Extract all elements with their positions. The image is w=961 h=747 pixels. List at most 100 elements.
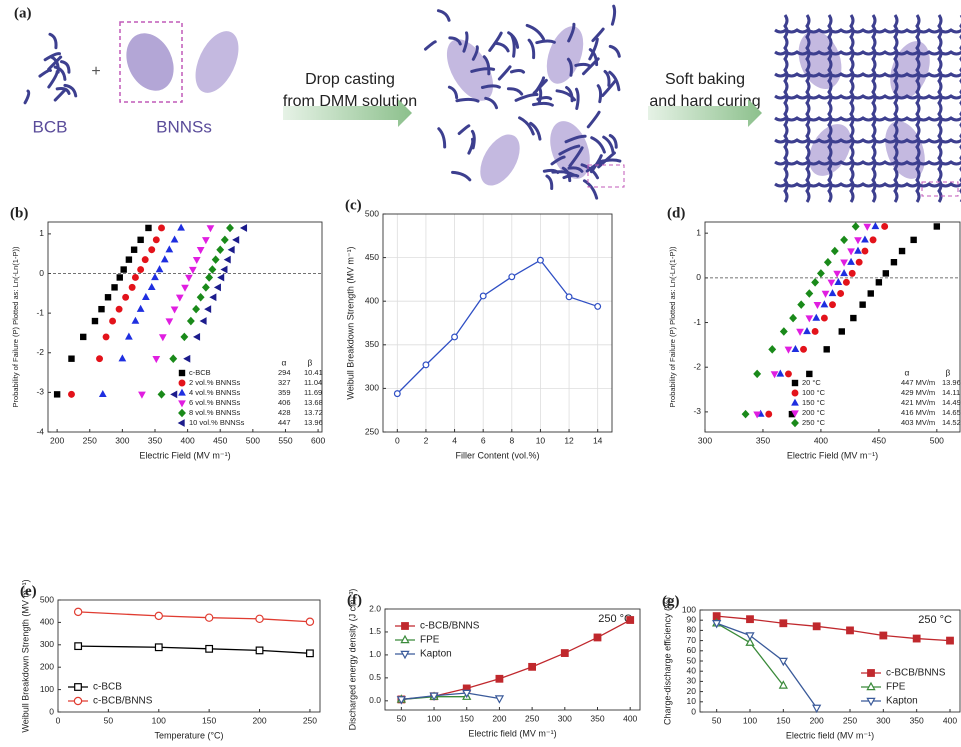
data-point (211, 294, 216, 300)
data-point (822, 302, 828, 307)
x-tick-label: 14 (593, 435, 603, 445)
nanosheet (883, 36, 937, 105)
legend-label: 8 vol.% BNNSs (189, 408, 241, 417)
legend-marker (179, 380, 185, 386)
data-point (186, 275, 192, 280)
x-tick-label: 6 (481, 435, 486, 445)
plus-sign: + (91, 63, 100, 80)
data-point (75, 643, 82, 650)
schematic: (a) + BCB BNNSs Drop casting from DMM so… (14, 5, 961, 202)
data-point (812, 279, 818, 286)
y-tick-label: 350 (365, 339, 379, 349)
legend-label: c-BCB/BNNS (886, 668, 946, 679)
y-tick-label: 0.0 (369, 695, 381, 705)
x-axis-title: Electric Field (MV m⁻¹) (139, 450, 230, 460)
legend-label: Kapton (420, 649, 452, 660)
bnns-label: BNNSs (156, 117, 212, 136)
series-line (78, 646, 310, 653)
data-point (143, 294, 149, 299)
data-point (138, 267, 144, 273)
data-point (627, 617, 634, 624)
legend-beta: 13.68 (304, 398, 323, 407)
data-point (841, 270, 847, 275)
data-point (769, 346, 775, 353)
data-point (75, 608, 82, 615)
x-tick-label: 550 (278, 435, 292, 445)
legend-marker (179, 401, 185, 406)
y-tick-label: 1 (39, 228, 44, 238)
data-point (205, 306, 210, 312)
data-point (153, 357, 159, 362)
data-point (856, 259, 862, 265)
network-strand (775, 96, 961, 98)
polymer-chain (449, 87, 456, 98)
data-point (193, 306, 199, 313)
data-point (851, 315, 856, 320)
data-point (496, 696, 503, 703)
data-point (81, 334, 86, 339)
data-point (170, 355, 176, 362)
data-point (834, 271, 840, 276)
y-tick-label: 300 (40, 639, 54, 649)
network-strand (873, 15, 875, 202)
x-axis-title: Electric field (MV m⁻¹) (786, 730, 874, 740)
x-axis-title: Electric Field (MV m⁻¹) (787, 450, 878, 460)
data-point (166, 247, 172, 252)
polymer-chain (25, 91, 29, 103)
x-tick-label: 250 (525, 713, 539, 723)
polymer-chain (508, 89, 521, 94)
polymer-chain (584, 181, 596, 198)
data-point (190, 267, 196, 272)
data-point (786, 371, 792, 377)
data-point (225, 257, 230, 263)
x-tick-label: 8 (509, 435, 514, 445)
data-point (855, 238, 861, 243)
data-point (868, 291, 873, 296)
polymer-chain (529, 40, 534, 57)
data-point (194, 334, 199, 340)
x-axis-title: Electric field (MV m⁻¹) (468, 728, 556, 738)
legend-label: 150 °C (802, 398, 826, 407)
y-tick-label: -3 (693, 406, 701, 416)
polymer-chain (511, 71, 523, 73)
y-axis-title: Weibull Breakdown Strength (MV m⁻¹) (20, 579, 30, 732)
data-point (233, 237, 238, 243)
x-tick-label: 150 (202, 715, 216, 725)
network-strand (775, 118, 961, 120)
y-axis-title: Probability of Failure (P) Plotted as: L… (668, 246, 677, 407)
legend-beta: 14.11 (942, 388, 960, 397)
y-tick-label: 80 (687, 625, 697, 635)
data-point (103, 334, 109, 340)
data-point (241, 225, 246, 231)
data-point (873, 223, 879, 228)
y-tick-label: 0 (39, 268, 44, 278)
data-point (149, 284, 155, 289)
data-point (806, 316, 812, 321)
data-point (860, 302, 865, 307)
data-point (828, 280, 834, 285)
data-point (595, 304, 601, 310)
data-point (825, 259, 831, 266)
legend-label: c-BCB/BNNS (93, 696, 153, 707)
legend-marker (792, 400, 798, 405)
data-point (133, 275, 139, 281)
x-tick-label: 100 (152, 715, 166, 725)
data-point (153, 237, 159, 243)
legend-marker (867, 683, 874, 690)
data-point (754, 371, 760, 378)
annotation: 250 °C (918, 614, 952, 626)
data-point (899, 248, 904, 253)
polymer-chain (453, 172, 470, 179)
legend-label: 6 vol.% BNNSs (189, 398, 241, 407)
data-point (307, 650, 314, 657)
data-point (824, 347, 829, 352)
network-strand (775, 30, 961, 32)
x-tick-label: 250 (843, 715, 857, 725)
legend-alpha: 447 MV/m (901, 378, 935, 387)
legend-marker (402, 623, 409, 630)
data-point (155, 612, 162, 619)
data-point (120, 356, 126, 361)
legend-label: 250 °C (802, 418, 826, 427)
x-tick-label: 600 (311, 435, 325, 445)
legend-label: c-BCB/BNNS (420, 621, 480, 632)
